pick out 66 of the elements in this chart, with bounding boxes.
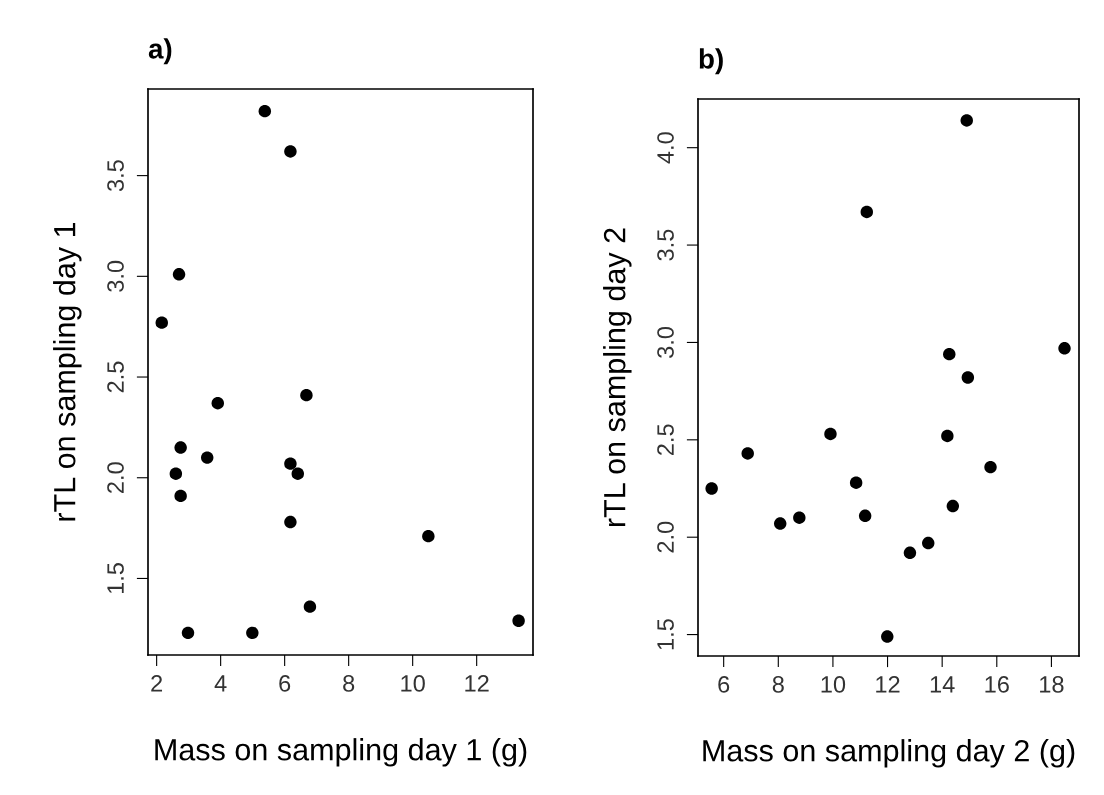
- point: [169, 467, 183, 480]
- chart-title: a): [148, 38, 172, 65]
- point: [824, 427, 837, 441]
- y-tick-label: 2.0: [657, 521, 674, 553]
- point: [943, 347, 956, 361]
- point: [284, 515, 297, 529]
- x-tick-label: 6: [279, 675, 291, 692]
- point: [705, 482, 718, 495]
- point: [741, 447, 754, 460]
- y-tick-label: 3.0: [657, 326, 674, 358]
- point: [300, 388, 313, 402]
- y-tick-label: 4.0: [657, 132, 674, 164]
- point: [849, 476, 863, 489]
- point: [174, 489, 187, 503]
- point: [258, 104, 272, 118]
- point: [881, 630, 894, 643]
- point: [961, 371, 975, 384]
- point: [858, 509, 872, 522]
- y-tick-label: 2.0: [107, 462, 124, 493]
- y-tick-label: 1.5: [657, 619, 674, 650]
- x-tick-label: 6: [718, 676, 730, 693]
- x-tick-label: 2: [151, 675, 163, 692]
- point: [860, 205, 873, 219]
- point: [960, 114, 973, 127]
- point: [903, 546, 917, 559]
- point: [303, 600, 317, 613]
- x-axis-title: Mass on sampling day 1 (g): [155, 738, 527, 767]
- point: [793, 511, 806, 524]
- y-tick-label: 3.0: [107, 260, 124, 292]
- y-tick-label: 3.5: [657, 229, 674, 261]
- point: [246, 626, 259, 640]
- x-tick-label: 10: [401, 675, 425, 692]
- y-axis-title: rTL on sampling day 1: [53, 222, 82, 521]
- x-tick-label: 4: [214, 675, 227, 692]
- point: [284, 145, 297, 158]
- point: [284, 457, 297, 470]
- x-tick-label: 8: [343, 675, 355, 692]
- y-tick-label: 2.5: [657, 424, 674, 456]
- x-tick-label: 16: [985, 676, 1009, 693]
- x-tick-label: 10: [821, 676, 846, 693]
- x-tick-label: 8: [772, 676, 784, 693]
- point: [155, 316, 168, 329]
- point: [174, 441, 187, 454]
- point: [181, 626, 195, 640]
- point: [172, 268, 186, 281]
- x-tick-label: 12: [876, 676, 900, 693]
- y-tick-label: 1.5: [107, 563, 124, 594]
- y-tick-label: 2.5: [107, 361, 124, 393]
- point: [922, 536, 935, 550]
- y-tick-label: 3.5: [107, 160, 124, 192]
- point: [774, 517, 787, 530]
- x-tick-label: 14: [930, 676, 955, 693]
- y-axis-title: rTL on sampling day 2: [603, 228, 632, 527]
- point: [984, 460, 997, 474]
- x-tick-label: 12: [465, 675, 489, 692]
- point: [941, 429, 954, 443]
- point: [422, 529, 435, 543]
- point: [1058, 342, 1071, 355]
- point: [200, 451, 214, 464]
- x-tick-label: 18: [1040, 676, 1064, 693]
- point: [211, 397, 224, 410]
- x-axis-title: Mass on sampling day 2 (g): [703, 739, 1075, 768]
- point: [946, 499, 960, 513]
- point: [512, 614, 525, 627]
- chart-title: b): [699, 48, 723, 75]
- point: [291, 467, 304, 480]
